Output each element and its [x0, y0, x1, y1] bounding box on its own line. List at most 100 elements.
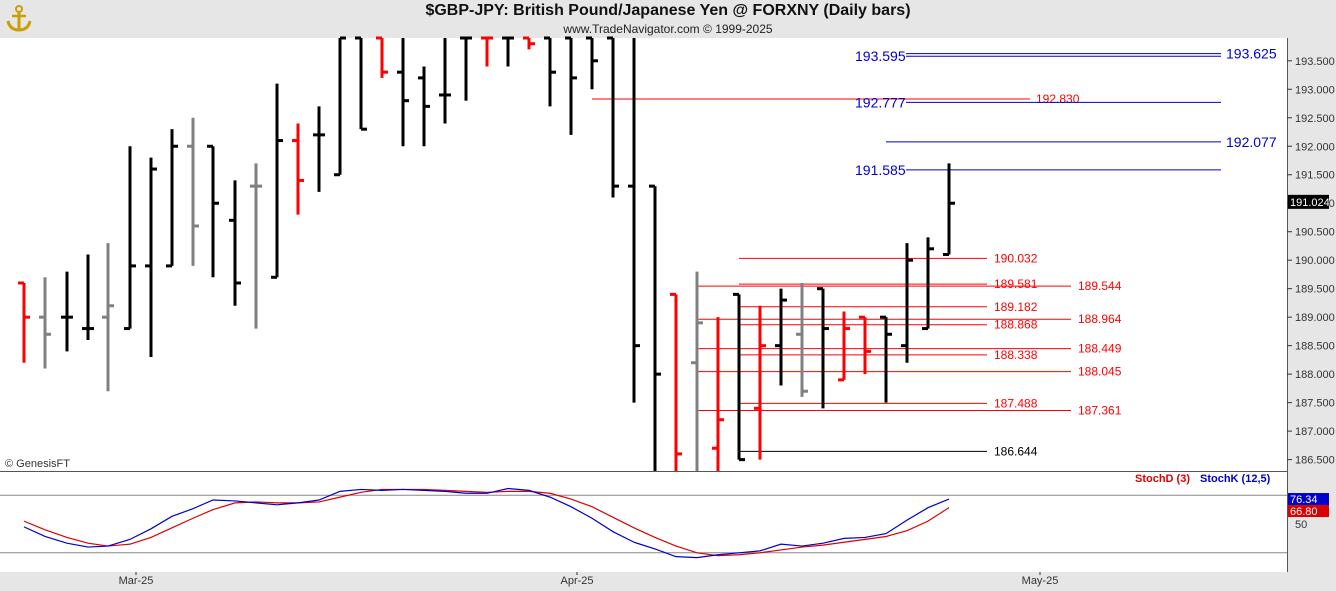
- chart-title: $GBP-JPY: British Pound/Japanese Yen @ F…: [425, 2, 911, 19]
- price-tick-label: 189.000: [1295, 312, 1335, 324]
- ohlc-bar: [39, 277, 51, 369]
- price-tick-label: 192.500: [1295, 113, 1335, 125]
- ohlc-bar: [250, 163, 262, 329]
- date-axis: Mar-25 Apr-25 May-25: [0, 572, 1336, 591]
- ohlc-bar: [166, 129, 178, 268]
- ohlc-bar: [838, 311, 850, 382]
- stoch-k-value-box: [1288, 493, 1329, 506]
- ohlc-bar: [817, 287, 829, 409]
- ohlc-bar: [775, 288, 787, 386]
- stoch-axis-bg: [1287, 472, 1336, 572]
- ohlc-bar: [880, 315, 892, 403]
- ohlc-bar: [187, 117, 199, 266]
- stoch-k-legend: StochK (12,5): [1200, 473, 1271, 485]
- copyright-text: © GenesisFT: [5, 458, 70, 470]
- chart-header: $GBP-JPY: British Pound/Japanese Yen @ F…: [0, 0, 1336, 38]
- ohlc-bar: [418, 66, 430, 147]
- ohlc-bar: [18, 281, 30, 363]
- level-label: 187.361: [1078, 404, 1122, 418]
- level-label: 188.868: [994, 318, 1038, 332]
- ohlc-bar: [523, 36, 535, 50]
- date-tick-label: Mar-25: [119, 575, 154, 587]
- date-tick-label: May-25: [1022, 575, 1059, 587]
- level-label: 188.449: [1078, 342, 1122, 356]
- last-price-label: 191.024: [1290, 197, 1330, 209]
- level-label: 186.644: [994, 444, 1038, 458]
- price-tick-label: 192.000: [1295, 141, 1335, 153]
- level-label: 193.625: [1226, 46, 1277, 62]
- ohlc-bar: [922, 237, 934, 331]
- ohlc-bar: [397, 38, 409, 147]
- ohlc-bar: [691, 271, 703, 471]
- price-tick-label: 193.500: [1295, 56, 1335, 68]
- level-label: 192.777: [855, 94, 906, 110]
- chart-subtitle: www.TradeNavigator.com © 1999-2025: [563, 22, 773, 36]
- price-tick-label: 190.500: [1295, 227, 1335, 239]
- stoch-panel-bg: [0, 472, 1287, 572]
- ohlc-bar: [376, 36, 388, 78]
- level-label: 189.544: [1078, 279, 1122, 293]
- ohlc-bar: [901, 243, 913, 363]
- level-label: 193.595: [855, 48, 906, 64]
- price-axis: 186.500 187.000 187.500 188.000 188.500 189.0…: [1287, 56, 1335, 467]
- ohlc-bar: [796, 282, 808, 397]
- ohlc-bar: [943, 163, 955, 256]
- stoch-d-legend: StochD (3): [1135, 473, 1190, 485]
- stoch-d-value-box: [1288, 505, 1329, 518]
- ohlc-bar: [670, 292, 682, 471]
- ohlc-bar: [145, 157, 157, 358]
- price-tick-label: 193.000: [1295, 84, 1335, 96]
- ohlc-bar: [334, 36, 346, 177]
- level-label: 191.585: [855, 162, 906, 178]
- anchor-logo-icon: [4, 3, 34, 33]
- price-tick-label: 188.000: [1295, 369, 1335, 381]
- ohlc-bar: [292, 123, 304, 215]
- ohlc-bar: [565, 36, 577, 135]
- price-tick-label: 189.500: [1295, 284, 1335, 296]
- ohlc-bar: [271, 83, 283, 279]
- price-tick-label: 190.000: [1295, 255, 1335, 267]
- ohlc-bar: [102, 243, 114, 392]
- price-axis-bg: [1287, 38, 1336, 472]
- level-label: 189.581: [994, 277, 1038, 291]
- ohlc-bars: [18, 36, 955, 471]
- ohlc-bar: [460, 36, 472, 101]
- stoch-tick-label: 50: [1295, 519, 1307, 531]
- ohlc-bar: [607, 36, 619, 198]
- last-price-box: [1288, 194, 1329, 209]
- stoch-d-value: 66.80: [1290, 506, 1318, 518]
- price-levels: 193.595 193.625 192.830 192.777 192.077 191.5…: [592, 46, 1277, 458]
- ohlc-bar: [124, 146, 136, 331]
- level-label: 188.338: [994, 348, 1038, 362]
- ohlc-bar: [628, 38, 640, 403]
- ohlc-bar: [229, 180, 241, 306]
- level-label: 188.964: [1078, 312, 1122, 326]
- ohlc-bar: [586, 36, 598, 90]
- stoch-k-value: 76.34: [1290, 494, 1318, 506]
- ohlc-bar: [502, 36, 514, 67]
- ohlc-bar: [61, 271, 73, 352]
- ohlc-bar: [712, 317, 724, 471]
- level-label: 192.077: [1226, 134, 1277, 150]
- date-axis-bg: [0, 572, 1336, 591]
- price-tick-label: 188.500: [1295, 341, 1335, 353]
- ohlc-bar: [544, 36, 556, 107]
- stoch-k-line: [23, 487, 950, 559]
- ohlc-bar: [439, 38, 451, 124]
- level-label: 190.032: [994, 251, 1038, 265]
- level-label: 192.830: [1036, 92, 1080, 106]
- ohlc-bar: [82, 254, 94, 340]
- ohlc-bar: [859, 315, 871, 375]
- ohlc-bar: [355, 36, 367, 131]
- level-label: 189.182: [994, 300, 1038, 314]
- stoch-d-line: [23, 488, 950, 557]
- level-label: 188.045: [1078, 365, 1122, 379]
- date-tick-label: Apr-25: [560, 575, 593, 587]
- ohlc-bar: [481, 36, 493, 67]
- ohlc-bar: [313, 106, 325, 192]
- price-tick-label: 191.500: [1295, 170, 1335, 182]
- price-tick-label: 186.500: [1295, 455, 1335, 467]
- level-label: 187.488: [994, 396, 1038, 410]
- ohlc-bar: [207, 144, 219, 278]
